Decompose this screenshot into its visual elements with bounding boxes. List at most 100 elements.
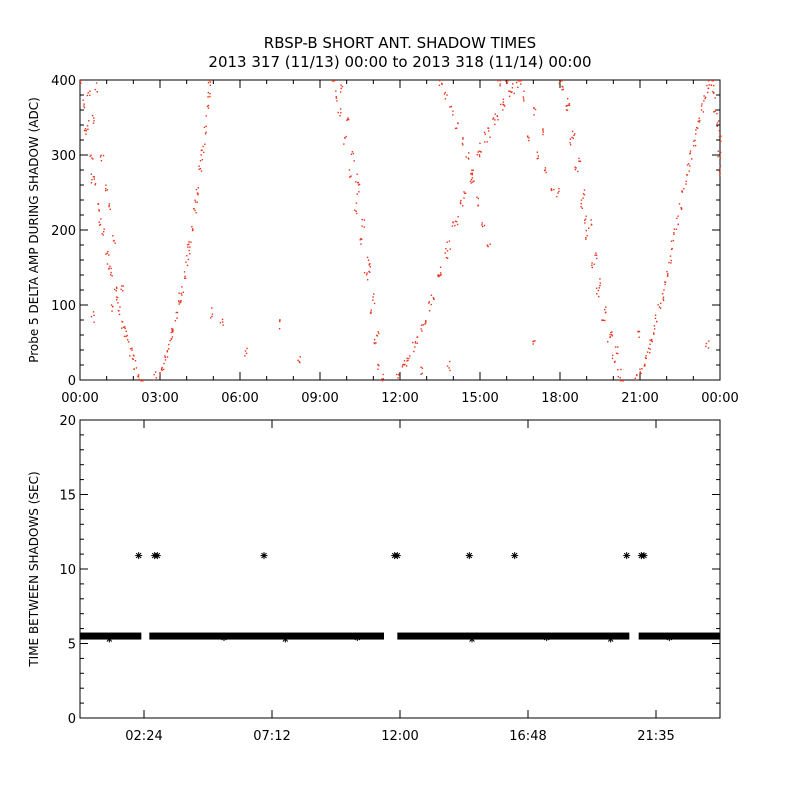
data-point: [665, 634, 673, 642]
data-point: [672, 239, 675, 242]
data-point: [641, 368, 643, 370]
data-point: [695, 129, 697, 131]
data-point: [532, 343, 534, 345]
data-point: [685, 183, 687, 185]
data-point: [622, 380, 625, 382]
data-point: [692, 145, 695, 147]
y-tick-label: 20: [59, 414, 76, 429]
star-stroke: [641, 552, 647, 559]
data-point: [336, 100, 338, 102]
data-point: [104, 189, 107, 192]
data-point: [221, 318, 224, 321]
data-point: [346, 119, 348, 121]
data-point: [363, 271, 366, 274]
data-point: [591, 264, 593, 267]
data-point: [200, 149, 203, 152]
data-point: [484, 141, 486, 143]
data-point: [517, 80, 519, 82]
data-point: [363, 226, 366, 228]
data-point: [207, 104, 210, 107]
data-point: [155, 377, 158, 379]
data-point: [199, 160, 202, 162]
data-point: [703, 100, 705, 102]
data-point: [178, 300, 180, 302]
data-point: [202, 145, 204, 148]
data-point: [353, 160, 355, 162]
data-point: [450, 105, 453, 108]
data-point: [187, 258, 190, 261]
data-point: [195, 212, 197, 214]
data-point: [98, 210, 100, 212]
data-point: [85, 129, 87, 132]
data-point: [615, 352, 618, 354]
data-point: [140, 380, 142, 382]
data-point: [619, 377, 621, 379]
data-point: [350, 175, 352, 177]
data-point: [610, 331, 612, 334]
data-point: [131, 347, 133, 350]
data-point: [568, 104, 571, 106]
data-point: [662, 296, 665, 298]
data-point: [208, 80, 211, 82]
data-point: [424, 323, 426, 325]
data-point: [121, 327, 123, 329]
data-point: [111, 310, 113, 312]
data-point: [558, 187, 560, 190]
data-point: [580, 206, 582, 208]
data-point: [361, 218, 363, 221]
data-point: [108, 268, 110, 270]
data-point: [339, 91, 342, 93]
data-point: [566, 104, 568, 107]
data-point: [201, 158, 204, 161]
data-point: [681, 190, 683, 192]
data-point: [122, 285, 124, 287]
data-point: [584, 222, 586, 224]
data-point: [103, 228, 105, 230]
data-point: [448, 240, 451, 242]
data-point: [461, 142, 464, 145]
data-point: [717, 150, 719, 152]
data-point: [579, 160, 581, 163]
data-point: [98, 221, 100, 223]
data-point: [80, 80, 82, 82]
data-point: [591, 266, 593, 269]
data-point: [112, 305, 114, 308]
data-point: [83, 106, 86, 109]
data-point: [189, 246, 191, 248]
data-point: [487, 245, 489, 248]
data-point: [483, 224, 486, 227]
data-point: [220, 634, 228, 642]
data-point: [500, 103, 502, 106]
data-point: [609, 336, 611, 339]
data-point: [670, 248, 673, 251]
data-point: [714, 97, 716, 99]
data-point: [523, 90, 525, 92]
data-point: [126, 334, 128, 337]
data-point: [581, 207, 584, 209]
data-point: [368, 270, 370, 273]
data-point: [406, 357, 408, 360]
data-point: [578, 160, 580, 162]
data-point: [638, 330, 641, 333]
data-point: [370, 311, 372, 313]
star-stroke: [282, 636, 289, 642]
data-point: [582, 193, 585, 195]
data-point: [704, 97, 706, 100]
data-point: [430, 303, 432, 306]
data-point: [204, 143, 206, 145]
data-point: [350, 153, 353, 155]
star-stroke: [106, 636, 113, 642]
data-point: [428, 302, 430, 304]
data-point: [133, 355, 135, 357]
data-point: [604, 311, 607, 314]
data-point: [607, 635, 615, 643]
data-point: [508, 95, 511, 98]
data-point: [504, 105, 506, 107]
data-point: [507, 80, 509, 82]
data-point: [617, 368, 619, 371]
data-point: [100, 154, 102, 157]
data-point: [444, 91, 447, 94]
data-point: [640, 552, 648, 560]
data-point: [657, 304, 659, 306]
data-point: [574, 166, 576, 168]
